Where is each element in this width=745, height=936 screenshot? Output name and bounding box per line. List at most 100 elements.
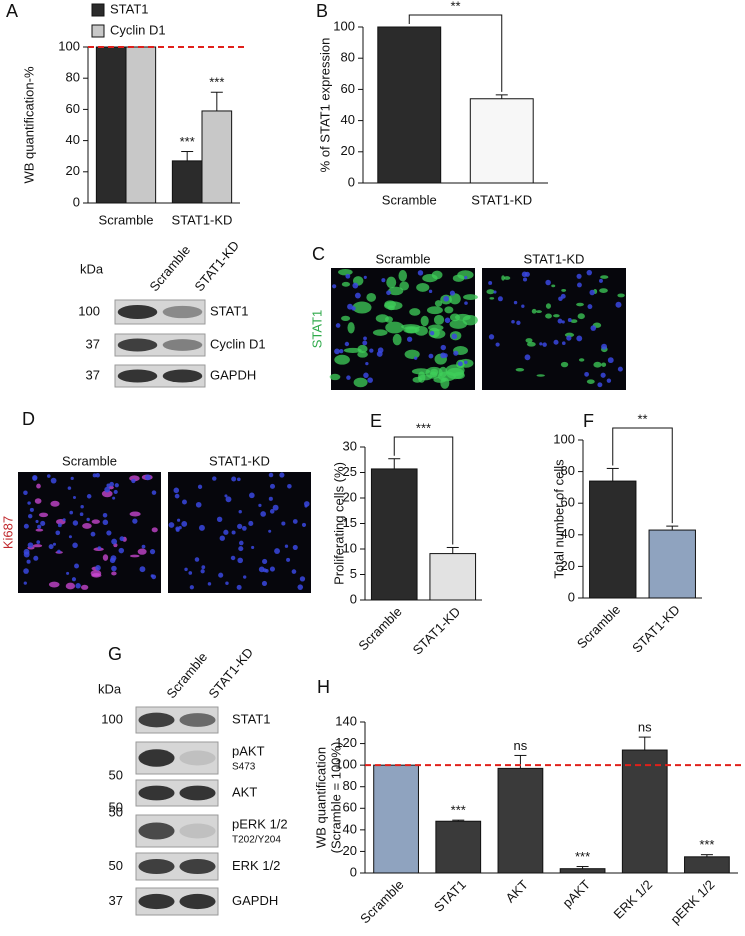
nucleus	[37, 524, 42, 529]
nucleus	[511, 319, 515, 324]
nucleus	[606, 378, 612, 383]
blot-band	[117, 338, 158, 352]
nucleus	[443, 353, 448, 358]
error-bar	[514, 754, 527, 769]
nucleus	[225, 581, 229, 585]
nucleus	[112, 496, 116, 500]
nucleus	[197, 484, 203, 489]
nucleus	[301, 522, 307, 527]
x-tick-label: Scramble	[574, 602, 623, 651]
nucleus	[597, 382, 603, 388]
legend-label: STAT1	[110, 1, 149, 16]
nucleus	[617, 366, 623, 372]
y-tick-label: 20	[341, 143, 355, 158]
cell	[366, 292, 377, 302]
cell	[501, 275, 505, 281]
y-tick-label: 20	[66, 163, 80, 178]
nucleus	[182, 499, 187, 505]
nucleus	[231, 476, 237, 482]
x-tick-label: Scramble	[355, 604, 404, 653]
cell	[347, 322, 355, 334]
nucleus	[174, 493, 180, 499]
nucleus	[168, 522, 175, 528]
bar	[373, 764, 419, 874]
legend-swatch	[91, 24, 105, 38]
y-axis-label: WB quantification	[313, 747, 328, 848]
nucleus	[28, 514, 33, 519]
nucleus	[80, 504, 84, 509]
x-tick-label: Scramble	[99, 212, 154, 227]
nucleus	[268, 496, 273, 501]
nucleus	[292, 519, 298, 524]
nucleus	[274, 548, 280, 555]
cell	[553, 314, 560, 318]
nucleus	[237, 557, 244, 564]
nucleus	[386, 290, 391, 296]
bar	[621, 749, 668, 874]
cell	[387, 305, 395, 311]
nucleus	[443, 295, 450, 302]
nucleus	[201, 565, 206, 570]
nucleus	[304, 501, 310, 507]
nucleus	[258, 503, 262, 507]
blot-band	[138, 749, 175, 767]
nucleus	[335, 323, 341, 328]
error-bar	[666, 525, 679, 531]
cell	[50, 500, 60, 507]
cell	[535, 310, 542, 314]
nucleus	[198, 524, 205, 531]
y-tick-label: 60	[341, 81, 355, 96]
bar	[370, 468, 418, 601]
y-tick-label: 0	[348, 174, 355, 189]
protein-label: STAT1	[210, 303, 249, 318]
x-tick-label: AKT	[502, 877, 531, 906]
blot-band	[162, 339, 203, 351]
cell	[36, 483, 41, 489]
nucleus	[262, 558, 268, 565]
nucleus	[346, 375, 351, 380]
cell	[357, 351, 368, 358]
nucleus	[339, 349, 344, 354]
cell	[129, 511, 141, 517]
comparison-bracket	[393, 436, 454, 545]
protein-label: GAPDH	[232, 893, 278, 908]
error-bar	[388, 458, 401, 469]
cell	[35, 528, 44, 532]
nucleus	[268, 529, 272, 533]
nucleus	[615, 301, 622, 308]
blot-band	[179, 750, 216, 766]
nucleus	[67, 486, 72, 490]
nucleus	[230, 555, 236, 561]
cell	[111, 571, 117, 576]
cell	[401, 324, 421, 330]
cell	[600, 275, 609, 279]
y-tick-label: 40	[343, 821, 357, 836]
blot-band	[179, 823, 216, 839]
nucleus	[587, 304, 593, 310]
bar	[497, 767, 544, 874]
blot-band	[179, 893, 216, 910]
nucleus	[561, 341, 566, 345]
nucleus	[109, 481, 115, 487]
cell	[531, 308, 537, 314]
nucleus	[238, 546, 244, 552]
protein-label: AKT	[232, 784, 257, 799]
micrograph	[168, 472, 311, 593]
nucleus	[139, 566, 146, 573]
nucleus	[363, 275, 367, 279]
lane-label: Scramble	[146, 242, 193, 294]
y-tick-label: 100	[58, 38, 80, 53]
nucleus	[286, 557, 291, 562]
stain-label: Ki687	[0, 516, 15, 549]
cell	[503, 276, 511, 280]
cell	[429, 329, 446, 339]
cell	[561, 288, 567, 292]
nucleus	[32, 476, 38, 481]
nucleus	[457, 361, 463, 367]
nucleus	[599, 278, 603, 283]
bar	[589, 480, 637, 599]
nucleus	[376, 350, 383, 357]
panel-letter: E	[370, 411, 382, 431]
nucleus	[542, 342, 547, 347]
cell	[34, 498, 42, 504]
